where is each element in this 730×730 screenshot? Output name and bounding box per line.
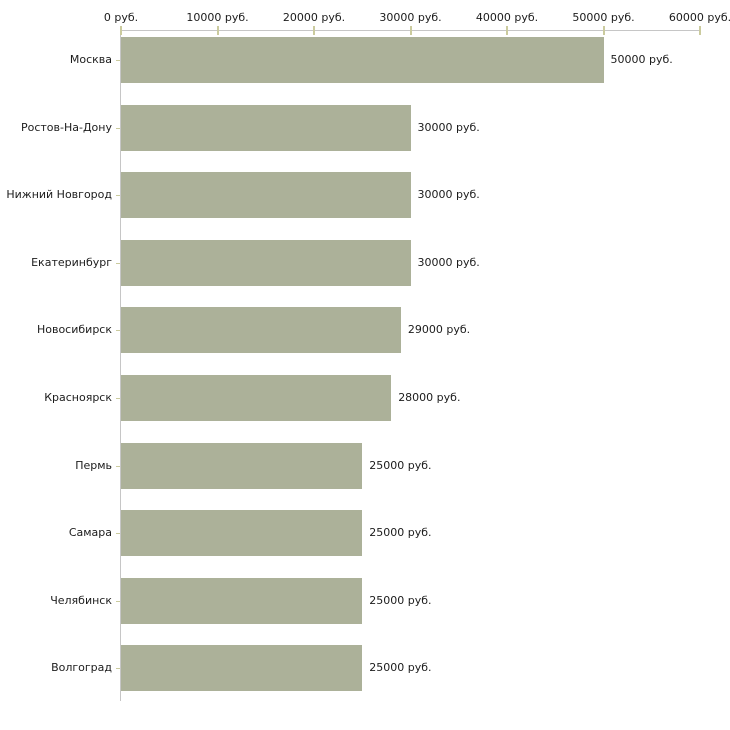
bar-row: Екатеринбург 30000 руб. [0,239,730,286]
bar [121,239,411,286]
x-axis-tick [216,26,219,35]
bar [121,37,604,83]
value-label: 30000 руб. [417,120,480,134]
x-axis-tick-label: 20000 руб. [282,11,346,24]
bar-row: Пермь 25000 руб. [0,442,730,489]
x-axis-tick [409,26,412,35]
bar-row: Новосибирск 29000 руб. [0,307,730,354]
category-label: Нижний Новгород [6,188,112,202]
category-label: Пермь [75,458,112,472]
x-axis-tick [602,26,605,35]
category-label: Волгоград [51,661,112,675]
bar-row: Нижний Новгород 30000 руб. [0,172,730,219]
category-tick [116,533,120,535]
category-label: Екатеринбург [31,255,112,269]
category-label: Самара [68,526,112,540]
value-label: 30000 руб. [417,188,480,202]
x-axis-tick-label: 40000 руб. [475,11,539,24]
x-axis-tick [313,26,315,35]
value-label: 29000 руб. [407,323,471,337]
x-axis-tick [699,26,701,35]
bar [121,442,363,489]
x-axis-tick-label: 10000 руб. [186,11,249,24]
bar [121,577,363,624]
value-label: 25000 руб. [369,661,432,675]
bar [121,172,411,219]
y-axis-line [120,30,121,701]
value-label: 30000 руб. [417,255,480,269]
value-label: 25000 руб. [369,593,432,607]
category-tick [116,398,120,399]
category-tick [116,465,120,467]
category-label: Ростов-На-Дону [20,120,112,134]
x-axis-tick-label: 0 руб. [103,11,139,24]
bar-row: Челябинск 25000 руб. [0,577,730,624]
bar-row: Самара 25000 руб. [0,510,730,557]
bar [121,645,363,692]
bar [121,104,411,151]
category-tick [116,668,120,670]
value-label: 28000 руб. [398,391,461,404]
x-axis-tick [506,26,508,35]
category-label: Новосибирск [36,323,112,337]
category-tick [116,600,120,602]
bar-row: Ростов-На-Дону 30000 руб. [0,104,730,151]
x-axis-tick-label: 60000 руб. [668,11,730,24]
bar [121,375,392,421]
category-tick [116,60,120,61]
category-label: Красноярск [44,391,112,404]
category-tick [116,195,120,197]
value-label: 25000 руб. [369,458,432,472]
bar-row: Москва 50000 руб. [0,37,730,83]
category-tick [116,127,120,129]
x-axis-tick-label: 30000 руб. [379,11,442,24]
bar-row: Красноярск 28000 руб. [0,375,730,421]
category-tick [116,262,120,264]
category-label: Москва [69,53,112,66]
value-label: 25000 руб. [369,526,432,540]
bar-row: Волгоград 25000 руб. [0,645,730,692]
value-label: 50000 руб. [610,53,673,66]
category-label: Челябинск [50,593,112,607]
x-axis-tick-label: 50000 руб. [572,11,635,24]
x-axis-tick [120,26,122,35]
category-tick [116,330,120,332]
bar [121,307,401,354]
bar [121,510,363,557]
